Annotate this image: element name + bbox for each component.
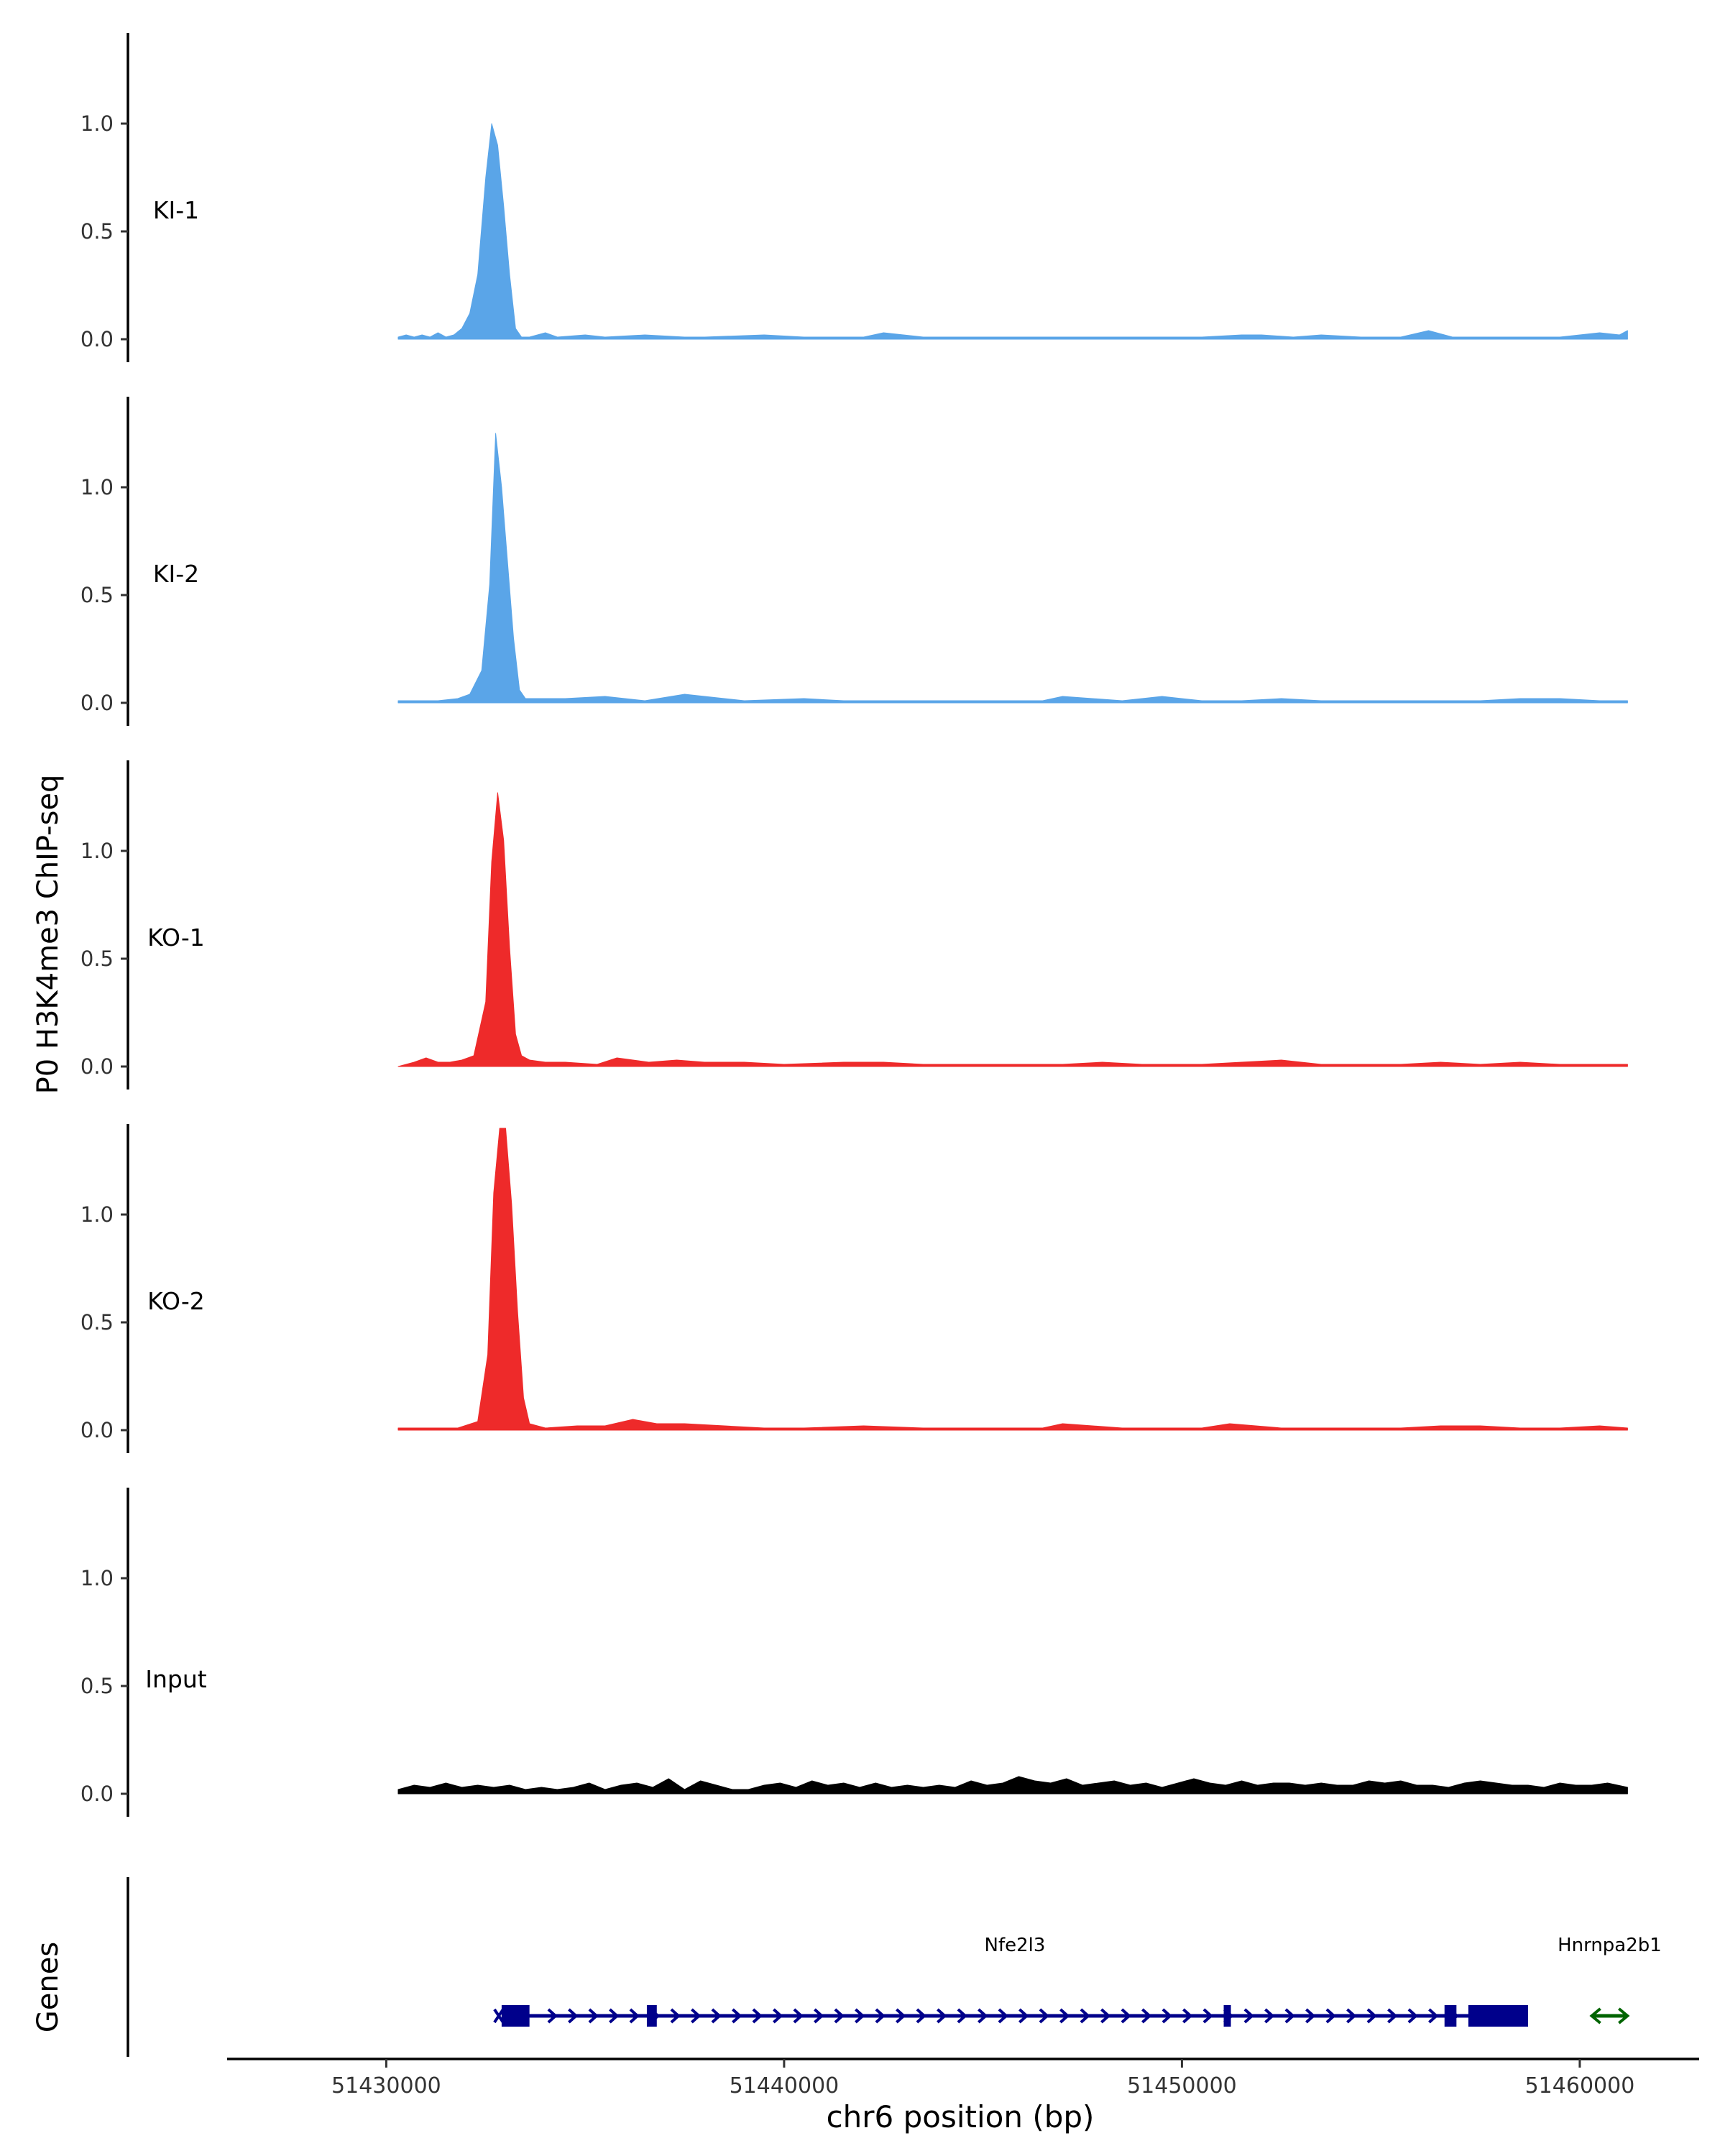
strand-arrow xyxy=(875,2008,886,2024)
gene-nfe2l3: Nfe2l3 xyxy=(493,1935,1528,2027)
track-label: KI-2 xyxy=(153,560,199,588)
strand-arrow xyxy=(752,2008,763,2024)
track-panel-ki-2: 0.0 0.5 1.0 KI-2 xyxy=(80,397,1628,726)
strand-arrow xyxy=(568,2008,579,2024)
strand-arrow xyxy=(1305,2008,1316,2024)
strand-arrow xyxy=(732,2008,742,2024)
strand-arrow xyxy=(1080,2008,1090,2024)
strand-arrow xyxy=(1407,2008,1418,2024)
strand-arrow xyxy=(1325,2008,1336,2024)
y-tick-label: 1.0 xyxy=(80,475,114,499)
strand-arrow xyxy=(916,2008,926,2024)
strand-arrow xyxy=(1182,2008,1193,2024)
y-tick-label: 0.5 xyxy=(80,1310,114,1335)
strand-arrow xyxy=(1162,2008,1172,2024)
strand-arrow xyxy=(1039,2008,1049,2024)
strand-arrow-right xyxy=(1618,2007,1630,2024)
x-tick-label: 51430000 xyxy=(331,2073,441,2099)
strand-arrow xyxy=(1346,2008,1357,2024)
y-tick-label: 0.5 xyxy=(80,1674,114,1698)
y-tick-label: 0.0 xyxy=(80,691,114,715)
exon xyxy=(646,2005,657,2027)
signal-area-ki-2 xyxy=(397,433,1628,704)
strand-arrow xyxy=(1100,2008,1111,2024)
track-label: KO-1 xyxy=(147,923,205,952)
y-axis-title: P0 H3K4me3 ChIP-seq xyxy=(32,775,65,1095)
exon xyxy=(1444,2005,1457,2027)
strand-arrow xyxy=(978,2008,988,2024)
genes-layer: Nfe2l3 Hnrnpa2b1 xyxy=(126,1877,1662,2057)
x-axis-title: chr6 position (bp) xyxy=(827,2099,1095,2134)
y-tick-label: 1.0 xyxy=(80,1566,114,1590)
y-tick-label: 1.0 xyxy=(80,111,114,136)
gene-hnrnpa2b1: Hnrnpa2b1 xyxy=(1558,1935,1662,2024)
track-panel-ko-2: 0.0 0.5 1.0 KO-2 xyxy=(80,1124,1628,1453)
exon xyxy=(1468,2005,1528,2027)
strand-arrow-left xyxy=(1589,2007,1601,2024)
strand-arrow xyxy=(1141,2008,1152,2024)
track-label: KI-1 xyxy=(153,196,199,224)
strand-arrow xyxy=(773,2008,783,2024)
track-panel-input: 0.0 0.5 1.0 Input xyxy=(80,1488,1628,1817)
track-label: Input xyxy=(145,1665,207,1693)
signal-area-input xyxy=(397,1776,1628,1795)
y-tick-label: 0.0 xyxy=(80,1418,114,1442)
strand-arrow xyxy=(1387,2008,1398,2024)
y-tick-label: 0.5 xyxy=(80,219,114,244)
gene-name: Hnrnpa2b1 xyxy=(1558,1935,1662,1956)
y-tick-label: 0.0 xyxy=(80,1054,114,1079)
strand-arrow xyxy=(998,2008,1008,2024)
strand-arrow xyxy=(711,2008,722,2024)
strand-arrow xyxy=(937,2008,947,2024)
strand-arrow xyxy=(670,2008,681,2024)
gene-name: Nfe2l3 xyxy=(985,1935,1046,1956)
signal-area-ko-1 xyxy=(397,792,1628,1067)
x-tick-label: 51450000 xyxy=(1127,2073,1237,2099)
y-tick-label: 0.5 xyxy=(80,583,114,607)
strand-arrow xyxy=(691,2008,702,2024)
track-panel-ko-1: 0.0 0.5 1.0 KO-1 xyxy=(80,760,1628,1089)
strand-arrow xyxy=(588,2008,599,2024)
strand-arrow xyxy=(834,2008,845,2024)
y-tick-label: 1.0 xyxy=(80,839,114,863)
strand-arrow xyxy=(896,2008,906,2024)
tracks-layer: 0.00.51.0KI-10.00.51.0KI-20.00.51.0KO-10… xyxy=(80,33,1628,1817)
y-tick-label: 0.5 xyxy=(80,946,114,971)
exon xyxy=(1223,2005,1231,2027)
signal-area-ki-1 xyxy=(397,123,1628,340)
track-panel-ki-1: 0.0 0.5 1.0 KI-1 xyxy=(80,33,1628,362)
strand-arrow xyxy=(1243,2008,1254,2024)
strand-arrow xyxy=(855,2008,865,2024)
gene-start-mark xyxy=(493,2008,505,2024)
strand-arrow xyxy=(609,2008,620,2024)
y-tick-label: 0.0 xyxy=(80,327,114,351)
y-tick-label: 1.0 xyxy=(80,1202,114,1227)
signal-area-ko-2 xyxy=(397,1128,1628,1431)
strand-arrow xyxy=(1059,2008,1070,2024)
x-axis: 51430000 51440000 51450000 51460000 xyxy=(227,2058,1699,2099)
exon xyxy=(501,2005,530,2027)
x-tick-label: 51440000 xyxy=(730,2073,840,2099)
strand-arrow xyxy=(1264,2008,1275,2024)
strand-arrow xyxy=(629,2008,640,2024)
strand-arrow xyxy=(1018,2008,1029,2024)
genes-panel-title: Genes xyxy=(32,1942,65,2032)
x-tick-label: 51460000 xyxy=(1525,2073,1635,2099)
strand-arrow xyxy=(1202,2008,1213,2024)
y-tick-label: 0.0 xyxy=(80,1782,114,1806)
strand-arrow xyxy=(1366,2008,1377,2024)
strand-arrow xyxy=(1284,2008,1295,2024)
strand-arrow xyxy=(793,2008,804,2024)
strand-arrow xyxy=(1428,2008,1439,2024)
track-label: KO-2 xyxy=(147,1287,205,1315)
strand-arrow xyxy=(1121,2008,1131,2024)
strand-arrow xyxy=(957,2008,967,2024)
strand-arrow xyxy=(547,2008,558,2024)
strand-arrow xyxy=(814,2008,824,2024)
